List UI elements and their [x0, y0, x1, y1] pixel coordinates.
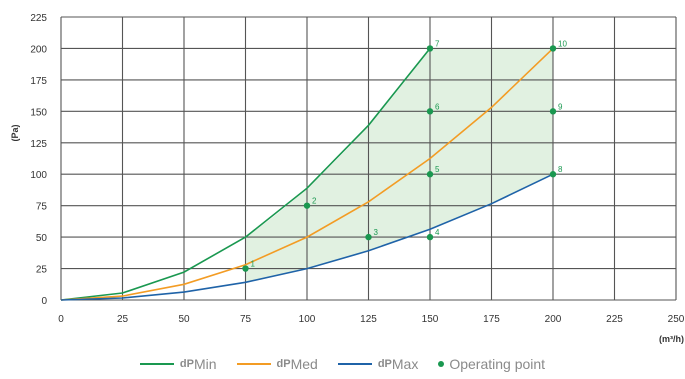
x-tick-label: 250: [668, 314, 685, 325]
operating-point-marker: [426, 233, 434, 241]
y-tick-label: 150: [30, 107, 47, 118]
y-tick-label: 100: [30, 170, 47, 181]
x-tick-label: 25: [117, 314, 129, 325]
y-tick-label: 200: [30, 44, 47, 55]
legend-swatch-med: [236, 363, 271, 365]
x-tick-label: 0: [58, 314, 64, 325]
operating-point-marker: [426, 108, 434, 115]
y-tick-label: 50: [36, 233, 48, 244]
series-line-med: [60, 47, 554, 301]
operating-point-marker: [549, 171, 557, 178]
x-axis-title: (m³/h): [659, 334, 684, 344]
legend-item-min: dP Min: [139, 356, 217, 372]
legend-label-med: Med: [290, 356, 318, 372]
legend-swatch-min: [139, 363, 174, 365]
legend-swatch-max: [337, 363, 372, 365]
legend-prefix-min: dP: [179, 358, 194, 370]
legend-item-med: dP Med: [236, 356, 318, 372]
operating-point-marker: [549, 45, 557, 52]
legend: dP Min dP Med dP Max Operating point: [0, 352, 685, 376]
legend-prefix-med: dP: [276, 358, 291, 370]
legend-label-max: Max: [391, 356, 419, 372]
operating-point-marker: [242, 265, 249, 272]
operating-point-label: 6: [435, 102, 440, 111]
x-tick-label: 125: [360, 314, 377, 325]
x-tick-label: 100: [299, 314, 316, 325]
y-axis-title: (Pa): [10, 124, 20, 141]
x-tick-label: 225: [606, 314, 623, 325]
operating-point-label: 1: [251, 260, 256, 269]
operating-point-label: 10: [558, 39, 567, 48]
operating-point-label: 4: [435, 228, 440, 237]
y-tick-label: 125: [30, 139, 47, 150]
x-tick-label: 50: [178, 314, 190, 325]
pressure-flow-chart: 0 25 50 75 100 125 150 175 200 225 250025507510012…: [10, 13, 685, 344]
y-tick-label: 225: [30, 13, 47, 24]
x-tick-label: 200: [545, 314, 562, 325]
x-tick-label: 175: [483, 314, 500, 325]
legend-item-max: dP Max: [337, 356, 419, 372]
x-tick-label: 75: [240, 314, 252, 325]
series-line-min: [60, 47, 431, 301]
operating-point-marker: [426, 171, 434, 178]
operating-point-label: 7: [435, 39, 440, 48]
y-tick-label: 175: [30, 76, 47, 87]
operating-point-label: 9: [558, 102, 563, 111]
operating-point-marker: [303, 202, 311, 209]
legend-dot-icon: [438, 361, 445, 367]
operating-point-marker: [365, 233, 372, 241]
y-tick-label: 75: [36, 202, 48, 213]
operating-point-label: 2: [312, 197, 317, 206]
y-tick-label: 0: [41, 296, 47, 307]
operating-point-marker: [549, 108, 557, 115]
x-tick-label: 150: [422, 314, 439, 325]
operating-point-marker: [426, 45, 434, 52]
legend-label-operating-point: Operating point: [449, 356, 546, 372]
operating-point-label: 3: [374, 228, 379, 237]
y-tick-label: 25: [36, 265, 48, 276]
operating-region: [245, 48, 553, 283]
operating-point-label: 8: [558, 165, 563, 174]
legend-prefix-max: dP: [377, 358, 392, 370]
series-line-max: [60, 173, 554, 301]
operating-point-label: 5: [435, 165, 440, 174]
legend-label-min: Min: [193, 356, 217, 372]
legend-item-operating-point: Operating point: [438, 356, 545, 372]
